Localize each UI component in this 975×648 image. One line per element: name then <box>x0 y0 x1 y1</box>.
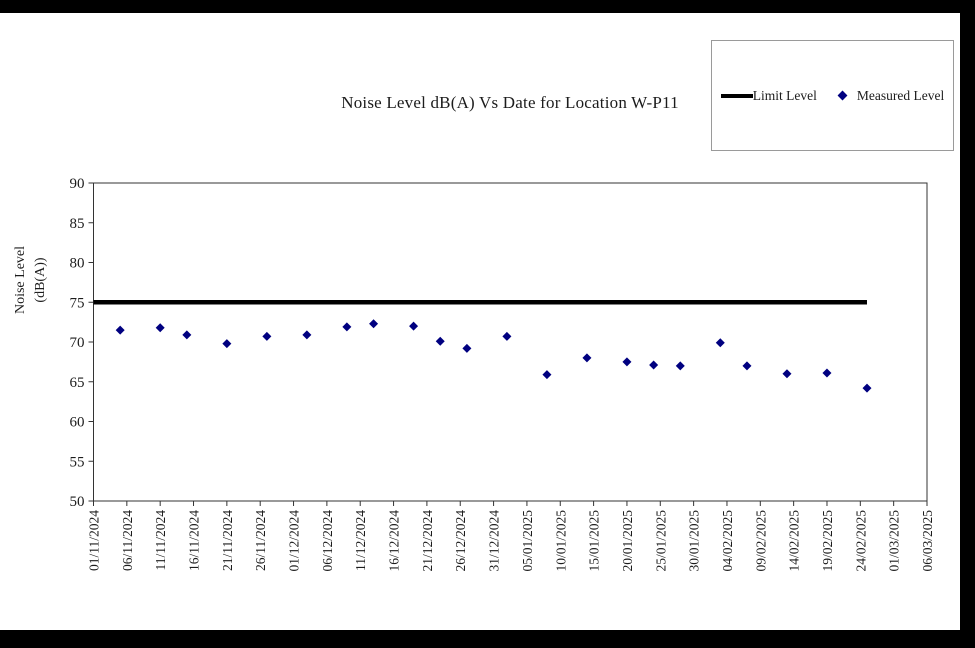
legend-label-measured-level: Measured Level <box>856 87 945 103</box>
x-tick-label: 26/11/2024 <box>253 510 268 571</box>
x-tick-label: 15/01/2025 <box>587 510 602 572</box>
measured-level-data-point <box>822 368 832 378</box>
y-tick-label: 55 <box>70 454 85 470</box>
measured-level-data-point <box>622 357 632 367</box>
y-tick-label: 80 <box>70 256 85 272</box>
x-tick-label: 01/11/2024 <box>87 510 102 571</box>
x-tick-label: 16/12/2024 <box>387 510 402 572</box>
measured-level-data-point <box>182 330 192 340</box>
x-tick-label: 26/12/2024 <box>453 510 468 572</box>
measured-level-data-point <box>502 331 512 341</box>
x-tick-label: 01/12/2024 <box>287 510 302 572</box>
x-tick-label: 05/01/2025 <box>520 510 535 572</box>
x-tick-label: 31/12/2024 <box>487 510 502 572</box>
x-tick-label: 20/01/2025 <box>620 510 635 572</box>
measured-level-data-point <box>649 360 659 370</box>
legend-item-measured-level: Measured Level <box>817 88 944 104</box>
legend-label-limit-level: Limit Level <box>752 87 817 103</box>
limit-level-line-icon <box>720 93 753 98</box>
measured-level-data-point <box>542 370 552 380</box>
measured-level-data-point <box>369 319 379 329</box>
measured-level-data-point <box>675 361 685 371</box>
measured-level-data-point <box>155 323 165 333</box>
measured-level-data-point <box>782 369 792 379</box>
measured-level-data-point <box>409 321 419 331</box>
x-tick-label: 30/01/2025 <box>687 510 702 572</box>
chart-title: Noise Level dB(A) Vs Date for Location W… <box>341 93 679 112</box>
measured-level-data-point <box>435 336 445 346</box>
x-tick-label: 06/03/2025 <box>920 510 935 572</box>
x-tick-label: 06/12/2024 <box>320 510 335 572</box>
legend-row: Limit Level Measured Level <box>720 87 944 104</box>
y-tick-label: 90 <box>70 176 85 192</box>
y-tick-label: 70 <box>70 335 85 351</box>
y-tick-label: 60 <box>70 415 85 431</box>
measured-level-data-point <box>302 330 312 340</box>
x-tick-label: 06/11/2024 <box>120 510 135 571</box>
x-tick-label: 16/11/2024 <box>187 510 202 571</box>
legend-item-limit-level: Limit Level <box>720 87 817 104</box>
x-tick-label: 11/11/2024 <box>153 510 168 571</box>
x-tick-label: 11/12/2024 <box>353 510 368 571</box>
x-tick-label: 25/01/2025 <box>653 510 668 572</box>
chart-page: Noise Level dB(A) Vs Date for Location W… <box>0 13 960 630</box>
x-tick-label: 10/01/2025 <box>553 510 568 572</box>
y-tick-label: 65 <box>70 375 85 391</box>
measured-level-data-point <box>582 353 592 363</box>
x-tick-label: 19/02/2025 <box>820 510 835 572</box>
x-tick-label: 21/12/2024 <box>420 510 435 572</box>
measured-level-data-point <box>462 343 472 353</box>
measured-level-data-point <box>715 338 725 348</box>
x-tick-label: 04/02/2025 <box>720 510 735 572</box>
x-tick-label: 14/02/2025 <box>787 510 802 572</box>
measured-level-data-point <box>742 361 752 371</box>
plot-area-border <box>93 182 928 502</box>
measured-level-data-point <box>115 325 125 335</box>
measured-level-data-point <box>262 331 272 341</box>
y-tick-label: 50 <box>70 494 85 510</box>
measured-level-data-point <box>222 339 232 349</box>
y-tick-label: 75 <box>70 295 85 311</box>
noise-level-chart: 50 55 60 65 70 75 80 85 90 01/11/2024 06/11/2024 11… <box>70 176 936 572</box>
x-tick-label: 24/02/2025 <box>853 510 868 572</box>
y-tick-label: 85 <box>70 216 85 232</box>
measured-level-data-point <box>862 383 872 393</box>
x-tick-label: 09/02/2025 <box>753 510 768 572</box>
legend-box: Limit Level Measured Level <box>711 40 954 151</box>
measured-level-data-point <box>342 322 352 332</box>
x-tick-label: 01/03/2025 <box>887 510 902 572</box>
x-tick-label: 21/11/2024 <box>220 510 235 571</box>
